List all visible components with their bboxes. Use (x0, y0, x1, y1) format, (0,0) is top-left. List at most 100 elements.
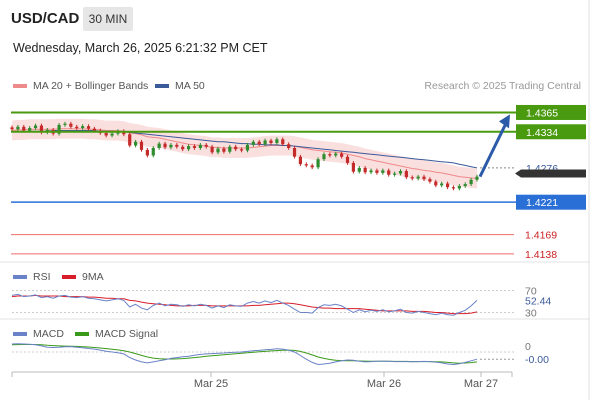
candle-body (104, 133, 108, 136)
candle (287, 142, 291, 150)
candle (316, 157, 320, 170)
candle (75, 124, 79, 130)
candle (392, 171, 397, 177)
legend-rsi: RSI (13, 271, 51, 283)
candle (475, 174, 479, 182)
candle-body (428, 179, 432, 182)
candle (251, 139, 255, 147)
candle-body (198, 144, 202, 148)
candle (469, 177, 473, 186)
candle (310, 163, 314, 170)
candle-body (316, 159, 320, 168)
candle-body (157, 143, 161, 148)
candle-body (75, 126, 79, 129)
candle-body (22, 126, 26, 131)
candle (222, 146, 226, 154)
candle-body (92, 128, 97, 131)
header-bar: USD/CAD 30 MIN (0, 0, 590, 38)
timeframe-button[interactable]: 30 MIN (83, 7, 133, 31)
candle-body (463, 184, 467, 186)
candle (451, 185, 456, 191)
candle-body (57, 124, 61, 134)
candle-body (234, 146, 238, 150)
candle-body (440, 183, 444, 186)
legend-ma20-bollinger: MA 20 + Bollinger Bands (13, 80, 148, 92)
candle (334, 151, 338, 158)
candle-body (387, 170, 391, 175)
macd-swatch (13, 332, 27, 337)
candle (381, 168, 385, 175)
candle-body (322, 154, 326, 160)
candle-body (392, 173, 397, 175)
candle-body (134, 141, 138, 146)
candle-body (28, 128, 32, 131)
macd-line (11, 343, 478, 366)
candle (445, 181, 450, 190)
candle-body (351, 162, 355, 172)
candle (434, 179, 438, 188)
candle-body (369, 170, 373, 173)
resistance-label: 1.4334 (526, 127, 558, 139)
candle-body (169, 144, 173, 148)
rsi-swatch (13, 275, 27, 280)
candle (186, 144, 191, 152)
candle-body (287, 144, 291, 148)
candle (345, 154, 350, 165)
candle-body (139, 141, 144, 150)
pivot-tag (516, 194, 586, 210)
candle (245, 142, 250, 153)
candle-body (128, 134, 132, 146)
candle (263, 138, 267, 147)
candle (351, 161, 355, 174)
candle (216, 146, 220, 155)
candle (169, 142, 173, 150)
candle-body (63, 123, 67, 125)
candle-body (457, 185, 461, 189)
legend-macd: MACD (13, 328, 64, 340)
candle-body (328, 154, 332, 156)
x-tick-label: Mar 26 (367, 378, 401, 390)
candle-body (357, 167, 361, 172)
candle (134, 139, 138, 148)
macd-tick-label: 0 (525, 341, 531, 353)
candle-body (251, 141, 255, 145)
candle-body (310, 165, 314, 168)
candle (375, 168, 379, 175)
candle-body (475, 176, 479, 180)
candle-body (81, 126, 85, 129)
candle (275, 137, 279, 145)
candle-body (292, 147, 297, 157)
candle-body (16, 126, 20, 130)
candle-body (181, 146, 185, 150)
candle (198, 142, 202, 150)
candle (81, 124, 85, 130)
candle-body (340, 153, 344, 157)
candle (298, 154, 303, 167)
candle-body (416, 176, 420, 179)
candle (163, 141, 167, 150)
timestamp: Wednesday, March 26, 2025 6:21:32 PM CET (13, 41, 268, 55)
candle (463, 182, 467, 188)
candle-body (110, 133, 114, 136)
legend-ma50-label: MA 50 (175, 80, 205, 92)
candle-body (145, 149, 149, 156)
candle (210, 144, 214, 155)
candle (328, 152, 332, 158)
candle (304, 162, 308, 168)
candle (440, 181, 444, 188)
legend-rsi-label: RSI (33, 271, 51, 283)
candle-body (86, 126, 91, 129)
candle-body (304, 164, 308, 166)
support-label: 1.4169 (525, 230, 557, 242)
candle (404, 169, 408, 180)
x-tick-label: Mar 27 (464, 378, 498, 390)
candle (257, 139, 261, 147)
candle-body (69, 123, 73, 127)
candle-body (434, 181, 438, 186)
candle-body (363, 167, 367, 173)
candle (69, 121, 73, 129)
legend-9ma-label: 9MA (82, 271, 104, 283)
candle-body (257, 141, 261, 145)
support-label: 1.4138 (525, 249, 557, 261)
